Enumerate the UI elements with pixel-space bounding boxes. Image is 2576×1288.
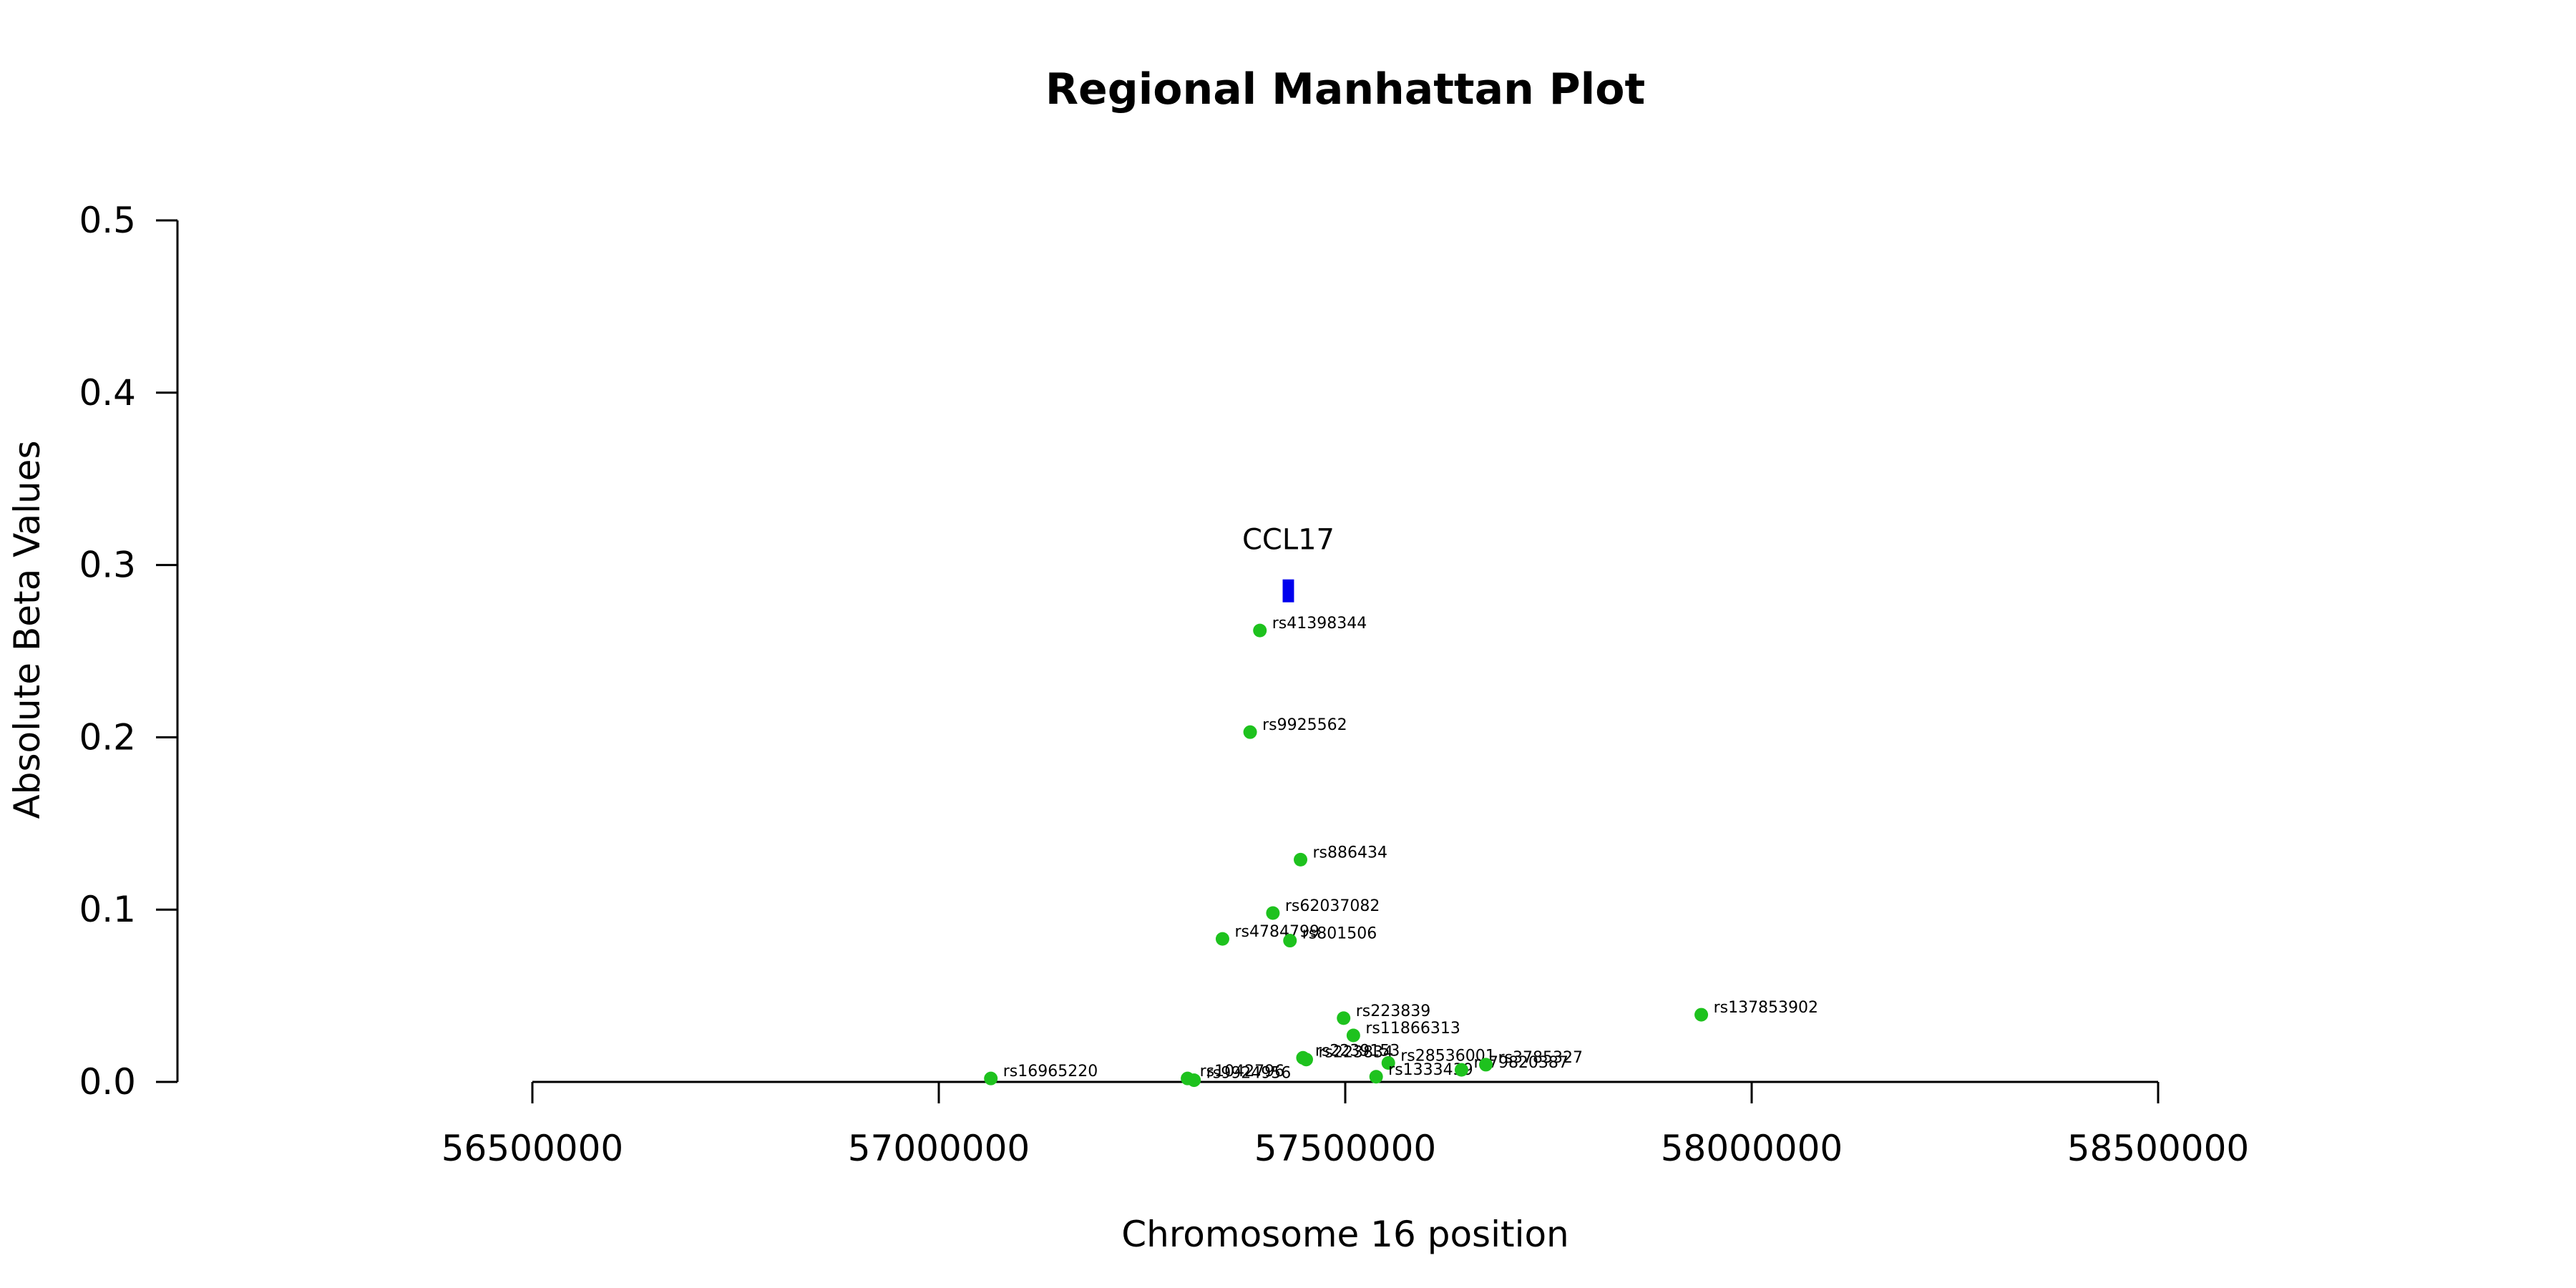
y-tick-label: 0.1 bbox=[79, 889, 136, 930]
snp-point bbox=[1454, 1063, 1468, 1077]
snp-point bbox=[1346, 1028, 1360, 1043]
snp-label: rs223839 bbox=[1356, 1002, 1431, 1020]
y-axis-label: Absolute Beta Values bbox=[6, 441, 48, 819]
gene-marker bbox=[1282, 579, 1294, 602]
snp-point bbox=[1243, 725, 1257, 739]
snp-label: rs137853902 bbox=[1714, 999, 1818, 1017]
snp-label: rs16965220 bbox=[1003, 1063, 1098, 1080]
x-tick-label: 56500000 bbox=[441, 1128, 624, 1169]
y-tick-label: 0.5 bbox=[79, 200, 136, 241]
snp-label: rs4784799 bbox=[1234, 923, 1319, 941]
snp-label: rs886434 bbox=[1313, 844, 1388, 862]
gene-layer: CCL17 bbox=[1242, 524, 1335, 602]
snp-point bbox=[984, 1071, 998, 1085]
snp-label: rs11866313 bbox=[1365, 1020, 1460, 1038]
x-tick-label: 57500000 bbox=[1254, 1128, 1437, 1169]
points-layer: rs41398344 rs9925562 rs886434 rs62037082 rs4… bbox=[984, 615, 1818, 1088]
snp-label: rs28536001 bbox=[1400, 1048, 1495, 1065]
y-tick-label: 0.3 bbox=[79, 545, 136, 586]
snp-label: rs223834 bbox=[1318, 1044, 1393, 1062]
snp-point bbox=[1479, 1058, 1493, 1072]
snp-point bbox=[1694, 1008, 1709, 1022]
snp-label: rs1042796 bbox=[1200, 1063, 1285, 1080]
snp-point bbox=[1187, 1073, 1201, 1088]
x-tick-label: 57000000 bbox=[848, 1128, 1030, 1169]
snp-label: rs62037082 bbox=[1285, 897, 1380, 915]
snp-point bbox=[1215, 932, 1229, 946]
snp-point bbox=[1337, 1011, 1351, 1025]
snp-label: rs9924956 bbox=[1206, 1065, 1292, 1083]
y-tick-label: 0.2 bbox=[79, 716, 136, 758]
snp-point bbox=[1299, 1053, 1313, 1067]
snp-point bbox=[1369, 1070, 1383, 1084]
snp-point bbox=[1381, 1056, 1395, 1070]
x-tick-label: 58500000 bbox=[2067, 1128, 2250, 1169]
y-tick-label: 0.0 bbox=[79, 1061, 136, 1103]
chart-title: Regional Manhattan Plot bbox=[1045, 64, 1645, 114]
snp-label: rs9925562 bbox=[1262, 716, 1347, 734]
snp-point bbox=[1294, 852, 1308, 867]
y-tick-label: 0.4 bbox=[79, 372, 136, 414]
x-tick-label: 58000000 bbox=[1661, 1128, 1843, 1169]
snp-point bbox=[1253, 623, 1267, 638]
x-axis-label: Chromosome 16 position bbox=[1121, 1214, 1569, 1255]
snp-point bbox=[1266, 906, 1280, 920]
snp-label: rs3785327 bbox=[1498, 1049, 1584, 1067]
y-axis: 0.0 0.1 0.2 0.3 0.4 0.5 bbox=[79, 200, 179, 1103]
x-axis: 56500000 57000000 57500000 58000000 58500000 bbox=[441, 1080, 2250, 1169]
snp-label: rs41398344 bbox=[1272, 615, 1367, 633]
snp-point bbox=[1283, 934, 1297, 948]
gene-label: CCL17 bbox=[1242, 524, 1335, 557]
snp-label: rs801506 bbox=[1302, 925, 1377, 943]
